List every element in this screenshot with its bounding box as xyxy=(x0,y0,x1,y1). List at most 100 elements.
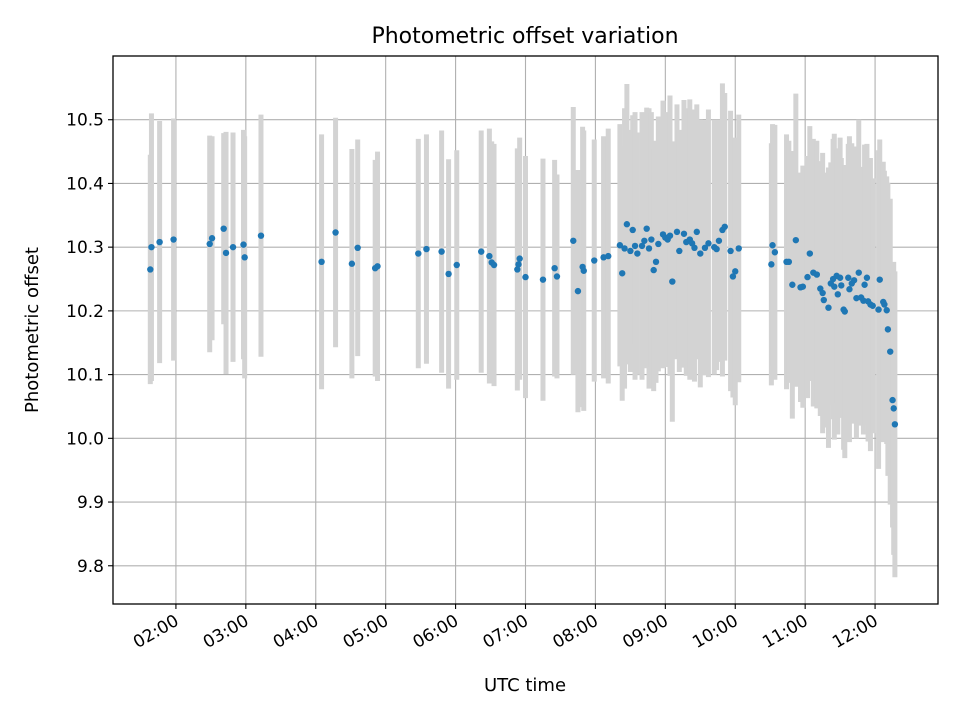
x-tick-label: 02:00 xyxy=(130,611,182,653)
y-tick-label: 10.1 xyxy=(66,366,104,386)
data-point xyxy=(825,304,832,311)
data-point xyxy=(846,286,853,293)
data-point xyxy=(669,278,676,285)
data-point xyxy=(438,248,445,255)
data-point xyxy=(453,261,460,269)
x-tick-label: 08:00 xyxy=(549,611,601,653)
data-point xyxy=(792,236,800,244)
data-point xyxy=(490,261,498,269)
data-point xyxy=(863,274,871,281)
data-point xyxy=(631,242,639,250)
data-point xyxy=(876,276,883,283)
data-point xyxy=(691,244,698,251)
chart-title: Photometric offset variation xyxy=(371,24,678,49)
y-tick-label: 10.2 xyxy=(66,302,104,322)
y-tick-label: 10.0 xyxy=(66,429,104,449)
data-point xyxy=(673,228,681,236)
data-point xyxy=(820,296,828,304)
y-tick-label: 10.3 xyxy=(66,238,104,258)
data-point xyxy=(156,238,163,246)
data-point xyxy=(229,243,237,251)
data-point xyxy=(735,245,742,252)
data-point xyxy=(655,240,662,248)
x-tick-label: 03:00 xyxy=(200,611,252,653)
data-point xyxy=(148,243,155,251)
data-point xyxy=(645,245,653,252)
data-point xyxy=(354,244,361,251)
data-point xyxy=(570,237,577,244)
data-point xyxy=(881,301,888,308)
data-point xyxy=(616,242,624,249)
x-tick-label: 11:00 xyxy=(759,611,811,653)
data-point xyxy=(855,269,862,276)
data-point xyxy=(727,247,734,255)
data-point xyxy=(629,226,636,234)
data-point xyxy=(838,282,845,289)
data-point xyxy=(836,274,844,281)
data-point xyxy=(627,247,634,255)
axis-ticks: 02:00 03:00 04:00 05:00 06:00 07:00 08:00 09:00… xyxy=(66,111,881,653)
x-axis-label: UTC time xyxy=(484,675,566,696)
data-point xyxy=(890,405,897,412)
data-point xyxy=(641,237,648,244)
data-point xyxy=(208,235,216,242)
data-point xyxy=(423,245,430,253)
y-tick-label: 10.4 xyxy=(66,174,104,194)
data-point xyxy=(891,421,899,428)
data-point xyxy=(539,276,547,283)
data-point xyxy=(804,273,811,281)
data-point xyxy=(884,326,892,333)
x-tick-label: 09:00 xyxy=(619,611,671,653)
data-point xyxy=(853,294,860,302)
data-point xyxy=(623,221,631,228)
data-point xyxy=(721,223,728,230)
x-tick-label: 12:00 xyxy=(829,611,881,653)
data-point xyxy=(697,250,704,257)
x-tick-label: 10:00 xyxy=(689,611,741,653)
x-tick-label: 07:00 xyxy=(480,611,532,653)
data-point xyxy=(551,264,558,272)
data-point xyxy=(769,242,776,249)
data-point xyxy=(348,260,356,267)
data-point xyxy=(553,273,561,280)
data-point xyxy=(222,249,230,257)
data-point xyxy=(676,247,683,255)
data-point xyxy=(445,270,452,278)
y-tick-label: 9.9 xyxy=(77,493,104,513)
data-point xyxy=(680,230,688,237)
data-point xyxy=(860,297,867,304)
data-point xyxy=(834,291,841,298)
data-point xyxy=(701,244,709,251)
data-point xyxy=(789,281,796,288)
data-point xyxy=(889,396,896,404)
data-point xyxy=(522,273,529,281)
data-point xyxy=(715,237,723,244)
data-point xyxy=(643,225,650,232)
data-point xyxy=(478,248,485,255)
data-point xyxy=(241,254,248,261)
data-point xyxy=(732,268,739,275)
data-point xyxy=(591,257,598,264)
data-point xyxy=(206,240,213,248)
x-tick-label: 04:00 xyxy=(270,611,322,653)
data-point xyxy=(771,249,779,256)
data-point xyxy=(605,252,612,260)
data-point xyxy=(806,250,814,257)
data-point xyxy=(831,283,838,290)
x-tick-label: 05:00 xyxy=(340,611,392,653)
data-point xyxy=(170,236,177,243)
data-point xyxy=(415,250,422,257)
data-point xyxy=(515,261,522,268)
data-point xyxy=(374,263,381,270)
data-point xyxy=(883,307,890,314)
data-point xyxy=(220,225,227,232)
data-point xyxy=(850,277,858,284)
data-point xyxy=(634,250,641,257)
data-point xyxy=(486,252,493,260)
data-point xyxy=(332,229,339,236)
data-point xyxy=(705,240,712,247)
data-point xyxy=(648,236,655,243)
data-point xyxy=(257,232,265,239)
data-point xyxy=(841,308,848,315)
